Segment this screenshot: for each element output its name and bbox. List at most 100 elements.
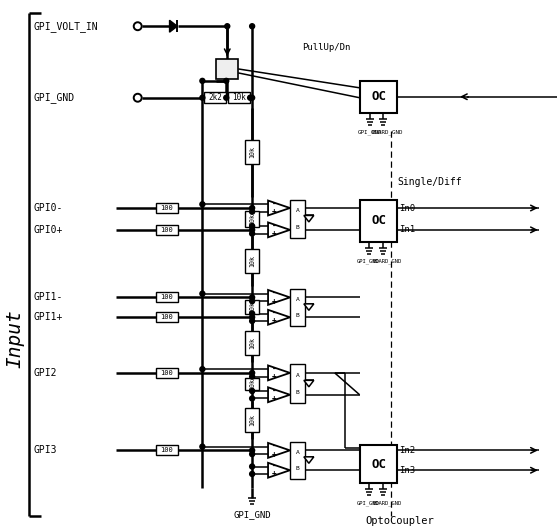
Text: In2: In2 [400,446,416,455]
Text: A: A [296,208,299,213]
Circle shape [249,206,254,210]
Polygon shape [268,443,290,458]
Bar [359,81,397,113]
Text: 100: 100 [160,205,173,211]
Text: -: - [272,200,277,209]
Circle shape [249,24,254,29]
Polygon shape [268,366,290,381]
Circle shape [224,95,229,100]
Polygon shape [268,387,290,402]
Text: GPI_GND: GPI_GND [357,129,382,135]
Bar [290,442,305,479]
Text: 10k: 10k [232,93,246,102]
Text: GPI2: GPI2 [33,368,57,378]
Text: +: + [272,316,277,325]
Text: 10k: 10k [249,378,255,390]
Bar [290,289,305,326]
Polygon shape [304,304,314,310]
Circle shape [248,95,253,100]
Circle shape [249,227,254,232]
Text: GPI1+: GPI1+ [33,312,62,322]
Text: A: A [296,297,299,302]
Text: GPI_GND: GPI_GND [357,259,380,264]
Text: -: - [272,309,277,318]
Circle shape [249,374,254,379]
Circle shape [249,319,254,323]
Text: A: A [296,450,299,455]
Text: 10k: 10k [249,302,255,313]
Text: PullUp/Dn: PullUp/Dn [302,42,350,51]
Text: GPI3: GPI3 [33,445,57,455]
Text: B: B [296,225,299,230]
Text: 10k: 10k [249,414,255,426]
Text: 100: 100 [160,294,173,301]
Circle shape [249,472,254,476]
Text: GPI0-: GPI0- [33,203,62,213]
Text: 100: 100 [160,314,173,320]
Circle shape [249,95,254,100]
Polygon shape [268,310,290,325]
Text: OC: OC [371,215,386,227]
Circle shape [200,78,205,83]
Text: BOARD_GND: BOARD_GND [372,129,403,135]
Bar [217,59,238,79]
Circle shape [249,452,254,456]
Text: 10k: 10k [249,337,255,349]
Circle shape [225,24,230,29]
Bar [245,249,259,273]
Circle shape [200,367,205,372]
Text: -: - [272,442,277,451]
Text: -: - [272,222,277,231]
Polygon shape [170,20,177,32]
Text: -: - [272,386,277,395]
Bar [156,368,177,378]
Polygon shape [268,223,290,237]
Circle shape [249,231,254,236]
Bar [290,200,305,238]
Text: +: + [272,207,277,216]
Text: In0: In0 [400,204,416,213]
Text: 100: 100 [160,227,173,233]
Text: OC: OC [371,90,386,103]
Text: A: A [296,373,299,378]
Bar [204,92,226,103]
Circle shape [249,209,254,214]
Polygon shape [268,200,290,216]
Text: B: B [296,313,299,318]
Text: OptoCoupler: OptoCoupler [365,516,434,526]
Text: GPI_VOLT_IN: GPI_VOLT_IN [33,21,98,32]
Text: -: - [272,365,277,374]
Text: -: - [272,289,277,298]
Text: B: B [296,390,299,395]
Polygon shape [304,216,314,222]
Circle shape [249,448,254,453]
Text: +: + [272,297,277,306]
Text: BOARD_GND: BOARD_GND [373,500,402,506]
Text: +: + [272,394,277,403]
Bar [156,225,177,235]
Circle shape [200,291,205,296]
Circle shape [200,444,205,449]
Text: 10k: 10k [249,213,255,225]
Bar [245,140,259,164]
Text: GPI_GND: GPI_GND [33,92,74,103]
Circle shape [249,298,254,304]
Polygon shape [268,463,290,478]
Circle shape [249,464,254,469]
Bar [245,301,259,314]
Text: Single/Diff: Single/Diff [397,177,462,187]
Circle shape [200,202,205,207]
Text: BOARD_GND: BOARD_GND [373,259,402,264]
Polygon shape [304,381,314,387]
Text: 100: 100 [160,447,173,453]
Circle shape [200,95,205,100]
Circle shape [249,295,254,300]
Text: GPI_GND: GPI_GND [233,510,271,519]
Bar [359,200,397,242]
Circle shape [249,388,254,393]
Bar [359,445,397,483]
Circle shape [249,315,254,320]
Bar [228,92,250,103]
Text: +: + [272,470,277,479]
Bar [156,203,177,213]
